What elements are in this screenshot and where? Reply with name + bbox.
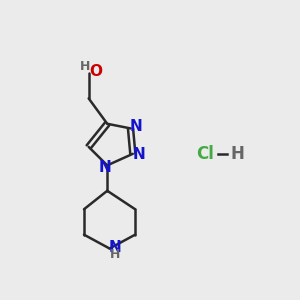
Text: Cl: Cl bbox=[196, 145, 214, 163]
Text: N: N bbox=[130, 119, 143, 134]
Text: N: N bbox=[109, 240, 122, 255]
Text: N: N bbox=[98, 160, 111, 175]
Text: H: H bbox=[80, 59, 90, 73]
Text: H: H bbox=[230, 145, 244, 163]
Text: N: N bbox=[133, 147, 146, 162]
Text: H: H bbox=[110, 248, 121, 261]
Text: O: O bbox=[89, 64, 102, 79]
